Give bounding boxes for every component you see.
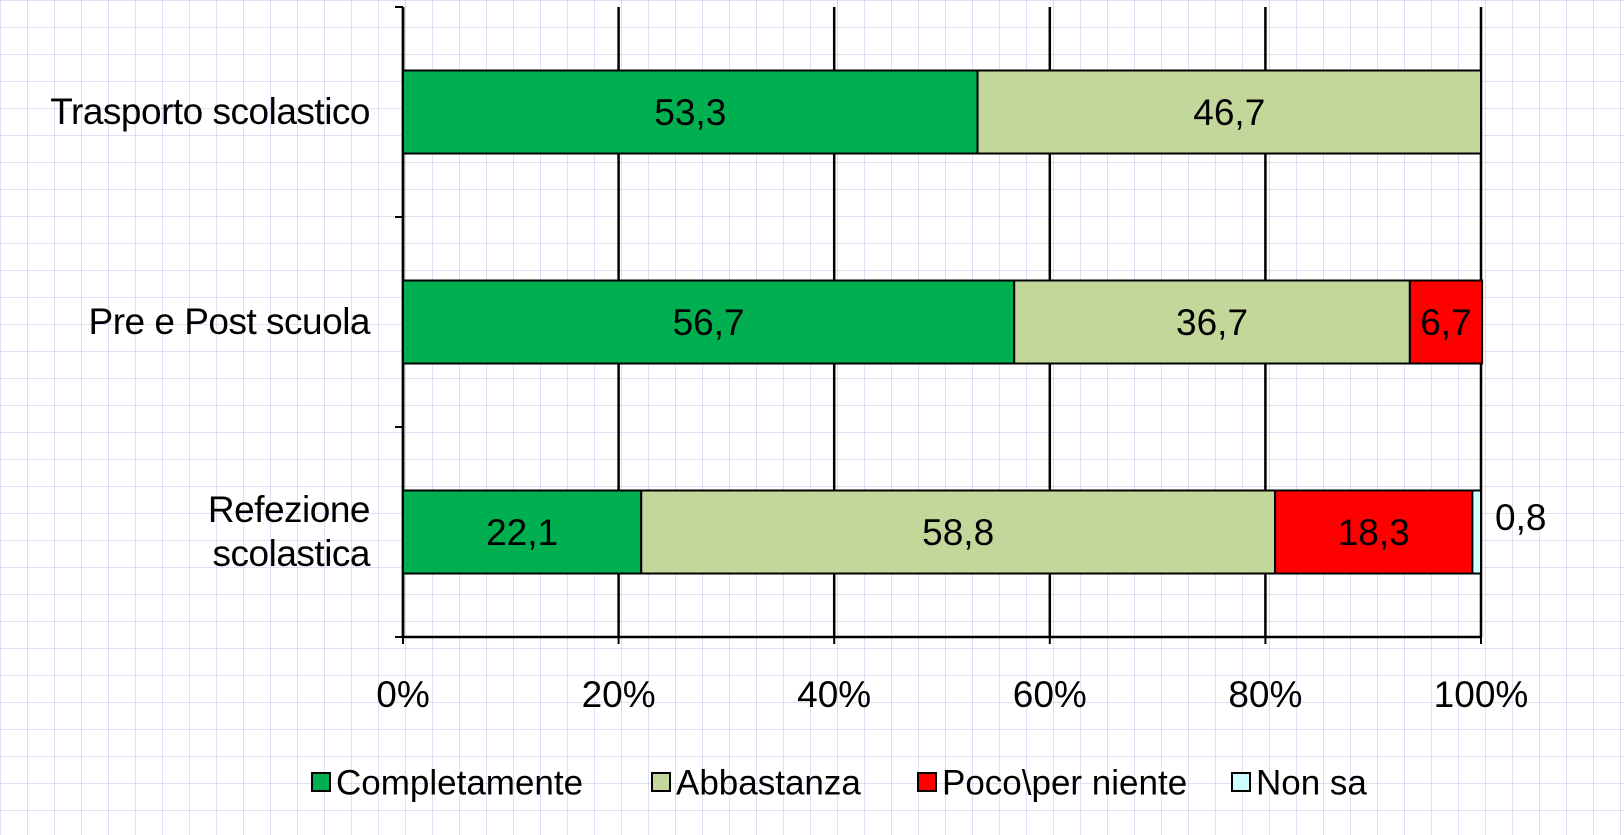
y-tick-label: Pre e Post scuola [88, 301, 371, 342]
value-label: 56,7 [673, 302, 745, 343]
x-tick-label: 100% [1434, 674, 1529, 715]
bar-segment [976, 69, 1482, 155]
legend-swatch [651, 772, 671, 792]
legend-label: Poco\per niente [942, 763, 1187, 802]
value-label: 18,3 [1338, 512, 1410, 553]
bar-segment [402, 69, 979, 155]
value-label: 46,7 [1193, 92, 1265, 133]
value-label: 58,8 [922, 512, 994, 553]
legend-label: Completamente [336, 763, 583, 802]
value-label: 36,7 [1176, 302, 1248, 343]
x-tick-label: 20% [582, 674, 656, 715]
y-tick-label: Trasporto scolastico [50, 91, 370, 132]
x-tick-label: 0% [376, 674, 429, 715]
bar-segment [1274, 489, 1474, 575]
x-tick-label: 60% [1013, 674, 1087, 715]
legend-label: Abbastanza [676, 763, 861, 802]
legend-swatch [311, 772, 331, 792]
legend-swatch [917, 772, 937, 792]
value-label: 0,8 [1495, 497, 1546, 538]
bar-segment [1408, 279, 1484, 365]
bar-segment [1013, 279, 1411, 365]
x-tick-label: 80% [1228, 674, 1302, 715]
bar-segment [402, 279, 1016, 365]
legend-label: Non sa [1256, 763, 1367, 802]
value-label: 53,3 [654, 92, 726, 133]
legend-swatch [1231, 772, 1251, 792]
value-label: 22,1 [486, 512, 558, 553]
value-label: 6,7 [1420, 302, 1471, 343]
y-tick-label: Refezione scolastica [207, 489, 371, 574]
bar-segment [402, 489, 643, 575]
bar-segment [1471, 489, 1482, 575]
x-tick-label: 40% [797, 674, 871, 715]
